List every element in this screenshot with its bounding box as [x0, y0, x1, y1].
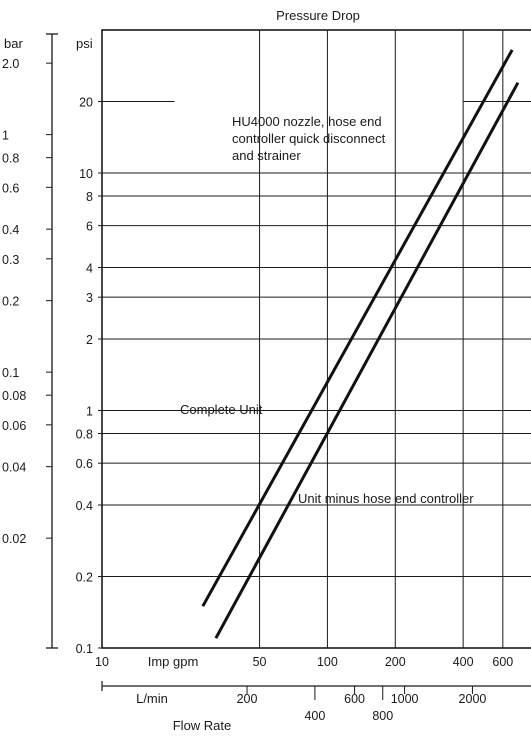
x-axis-label: Flow Rate	[173, 718, 232, 733]
y-primary-tick-label: 0.6	[76, 457, 93, 471]
series-line-unit-minus-hose-end-controller	[214, 81, 520, 639]
y-secondary-tick-label: 0.6	[2, 181, 19, 195]
y-primary-tick-label: 4	[86, 262, 93, 276]
y-secondary-unit-label: bar	[4, 36, 23, 51]
chart-title: Pressure Drop	[276, 8, 360, 23]
y-primary-tick-label: 0.8	[76, 428, 93, 442]
y-primary-unit-label: psi	[76, 36, 93, 51]
x-secondary-unit-label: L/min	[136, 691, 168, 706]
y-primary-tick-label: 0.2	[76, 571, 93, 585]
x-secondary-tick-label: 600	[344, 692, 365, 706]
y-primary-tick-label: 8	[86, 190, 93, 204]
y-primary-tick-label: 3	[86, 291, 93, 305]
y-secondary-tick-label: 0.3	[2, 253, 19, 267]
y-secondary-tick-label: 0.08	[2, 389, 26, 403]
y-primary-tick-label: 0.1	[76, 642, 93, 656]
series-label-unit-minus-hose-end-controller: Unit minus hose end controller	[298, 491, 474, 506]
y-secondary-tick-label: 0.2	[2, 295, 19, 309]
x-primary-tick-label: 50	[253, 655, 267, 669]
y-primary-tick-label: 20	[79, 95, 93, 109]
x-secondary-tick-label: 2000	[459, 692, 487, 706]
annotation-line-2: controller quick disconnect	[232, 131, 386, 146]
y-primary-tick-label: 6	[86, 220, 93, 234]
x-primary-tick-label: 600	[492, 655, 513, 669]
x-secondary-tick-label: 200	[237, 692, 258, 706]
x-primary-tick-label: 10	[95, 655, 109, 669]
y-secondary-tick-label: 0.8	[2, 152, 19, 166]
y-primary-tick-label: 1	[86, 404, 93, 418]
y-primary-tick-label: 0.4	[76, 499, 93, 513]
y-primary-tick-label: 2	[86, 333, 93, 347]
y-secondary-tick-label: 0.4	[2, 223, 19, 237]
x-primary-unit-label: Imp gpm	[148, 654, 199, 669]
y-primary-tick-label: 10	[79, 167, 93, 181]
x-primary-tick-label: 100	[317, 655, 338, 669]
x-primary-tick-label: 400	[453, 655, 474, 669]
y-secondary-tick-label: 0.06	[2, 419, 26, 433]
x-primary-tick-label: 200	[385, 655, 406, 669]
y-secondary-tick-label: 2.0	[2, 57, 19, 71]
annotation-line-3: and strainer	[232, 148, 301, 163]
y-secondary-tick-label: 0.04	[2, 461, 26, 475]
x-secondary-tick-label: 400	[304, 709, 325, 723]
y-secondary-tick-label: 1	[2, 129, 9, 143]
annotation-line-1: HU4000 nozzle, hose end	[232, 114, 382, 129]
x-secondary-tick-label: 800	[372, 709, 393, 723]
y-secondary-tick-label: 0.02	[2, 532, 26, 546]
series-line-complete-unit	[201, 49, 514, 607]
series-label-complete-unit: Complete Unit	[180, 402, 263, 417]
y-secondary-tick-label: 0.1	[2, 366, 19, 380]
x-secondary-tick-label: 1000	[391, 692, 419, 706]
